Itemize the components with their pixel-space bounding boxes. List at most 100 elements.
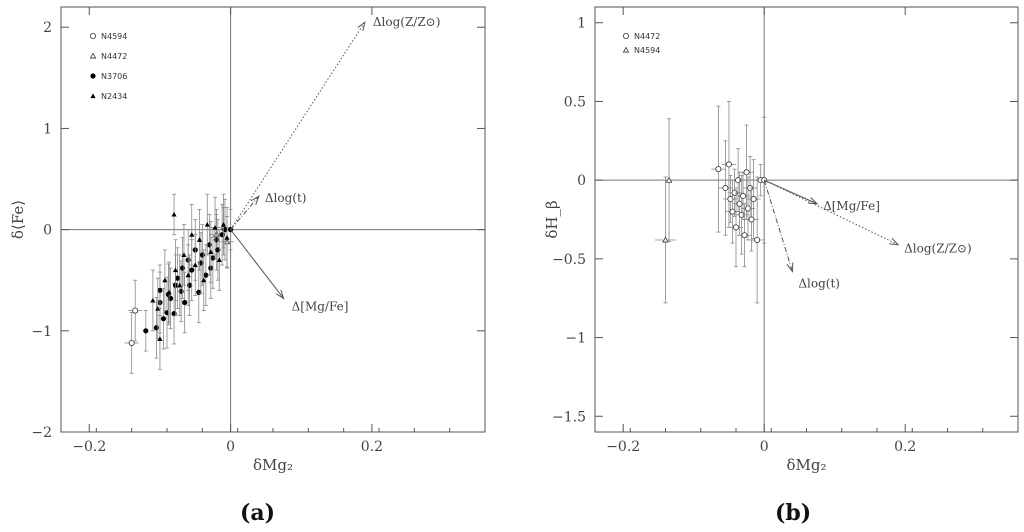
data-point: [748, 216, 755, 223]
data-point: [166, 289, 172, 295]
data-point: [740, 192, 747, 199]
legend-marker: [89, 52, 97, 59]
legend-label: N4472: [634, 32, 660, 41]
vector-label: Δlog(t): [265, 191, 307, 205]
data-point: [733, 224, 740, 231]
y-axis-label: δ⟨Fe⟩: [9, 200, 27, 239]
legend-label: N4594: [634, 46, 660, 55]
x-tick-label: −0.2: [72, 439, 106, 455]
y-tick-label: 0: [43, 223, 52, 239]
series-N4594: [654, 118, 680, 304]
x-axis-label: δMg₂: [786, 456, 826, 474]
data-point: [157, 287, 163, 293]
data-point: [199, 252, 205, 258]
x-tick-label: 0: [760, 439, 769, 455]
data-point: [204, 221, 210, 227]
data-point: [128, 339, 135, 346]
data-point: [736, 200, 743, 207]
vector-arrowhead: [250, 195, 260, 205]
data-point: [216, 257, 222, 263]
vector-arrowhead: [275, 289, 285, 300]
legend-marker: [90, 33, 97, 40]
data-point: [725, 161, 732, 168]
vector-arrowhead: [357, 20, 366, 32]
plot-frame: [60, 6, 486, 433]
data-point: [744, 205, 751, 212]
data-point: [224, 235, 230, 240]
x-tick-label: 0.2: [361, 439, 383, 455]
data-point: [738, 211, 745, 218]
series-N4594: [124, 279, 143, 374]
data-point: [189, 232, 195, 237]
data-point: [715, 166, 722, 173]
data-point: [150, 297, 156, 303]
data-point: [213, 237, 220, 243]
data-point: [160, 316, 167, 322]
series-N2434: [150, 193, 230, 370]
data-point: [201, 277, 207, 283]
vector-arrowhead: [808, 197, 819, 205]
legend-marker: [90, 73, 96, 79]
y-tick-label: −2: [31, 425, 52, 441]
vector-label: Δ[Mg/Fe]: [823, 199, 880, 213]
vector-line: [763, 180, 793, 272]
plot-frame: [594, 6, 1019, 433]
data-point: [189, 267, 195, 273]
legend-label: N3706: [101, 72, 127, 81]
y-tick-label: 2: [43, 20, 52, 36]
x-tick-label: −0.2: [606, 439, 640, 455]
data-point: [220, 221, 227, 227]
data-point: [754, 236, 761, 243]
data-point: [210, 255, 216, 261]
data-point: [729, 208, 736, 215]
legend-marker: [622, 46, 630, 53]
y-tick-label: 0.5: [564, 94, 586, 110]
data-point: [665, 176, 673, 183]
data-point: [208, 249, 214, 254]
vector-arrowhead: [889, 237, 900, 246]
legend-label: N2434: [101, 92, 127, 101]
data-point: [727, 196, 734, 203]
data-point: [743, 169, 750, 176]
data-point: [196, 237, 203, 242]
vector-arrowhead: [786, 262, 794, 273]
data-point: [182, 299, 188, 306]
data-point: [175, 275, 181, 281]
legend-marker: [623, 33, 630, 40]
data-point: [735, 177, 742, 184]
vector-line: [763, 179, 899, 246]
vector-label: Δ[Mg/Fe]: [292, 299, 349, 313]
data-point: [731, 189, 738, 196]
legend-label: N4472: [101, 52, 127, 61]
data-point: [662, 236, 669, 243]
data-point: [162, 277, 168, 283]
data-point: [192, 262, 198, 268]
data-point: [722, 185, 729, 192]
vector-line: [763, 179, 818, 205]
vector-line: [230, 195, 260, 230]
y-tick-label: −1: [31, 324, 52, 340]
series-N4472: [711, 101, 768, 304]
y-tick-label: 1: [577, 16, 586, 32]
vector-label: Δlog(Z/Z⊙): [373, 15, 441, 29]
panel-a-plot: −0.2 0 0.2 −2 −1 0 1 2 δMg₂ δ⟨Fe⟩ Δlog(Z/Z⊙) Δlog(t…: [9, 6, 486, 474]
data-point: [167, 295, 174, 302]
legend-marker: [90, 93, 96, 99]
vector-line: [230, 21, 366, 230]
data-point: [171, 211, 177, 217]
y-tick-label: −1.5: [552, 409, 586, 425]
vector-label: Δlog(Z/Z⊙): [904, 242, 972, 256]
y-tick-label: −0.5: [552, 252, 586, 268]
data-point: [203, 272, 209, 278]
data-point: [179, 265, 186, 271]
data-point: [178, 288, 184, 294]
vector-label: Δlog(t): [798, 276, 840, 290]
data-point: [198, 260, 204, 266]
y-tick-label: 1: [43, 121, 52, 137]
data-point: [132, 307, 139, 314]
data-point: [143, 328, 149, 334]
y-tick-label: 0: [577, 173, 586, 189]
data-point: [172, 267, 179, 273]
y-axis-label: δH_β: [543, 200, 561, 238]
